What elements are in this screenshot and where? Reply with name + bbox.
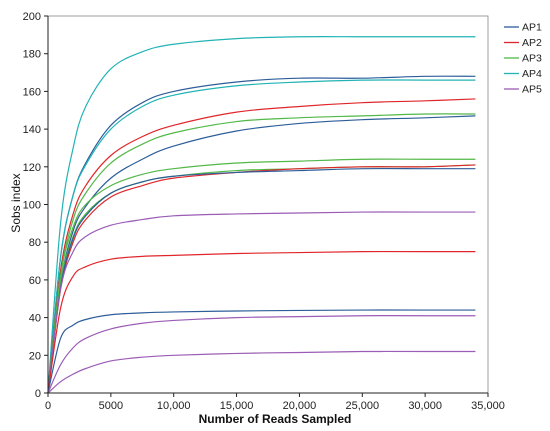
plot-frame: [47, 15, 489, 394]
x-tick-label: 25,000: [345, 400, 379, 412]
axis-ticks: 0 20 40 60 80 100 120 140 160 180 200 0 5000 10,000 15…: [23, 11, 505, 412]
y-tick-label: 160: [23, 86, 41, 98]
x-tick-label: 0: [45, 400, 51, 412]
legend-label-ap3: AP3: [522, 53, 542, 65]
series-line-ap3-8: [47, 164, 476, 394]
x-tick-label: 15,000: [220, 400, 254, 412]
y-tick-label: 80: [29, 237, 41, 249]
series-line-ap1-13: [47, 309, 476, 394]
series-line-ap3-5: [47, 113, 476, 394]
axes: [47, 16, 488, 394]
y-tick-label: 60: [29, 275, 41, 287]
series-line-ap3-7: [47, 158, 476, 394]
legend-label-ap4: AP4: [522, 68, 542, 80]
x-tick-label: 20,000: [283, 400, 317, 412]
series-line-ap5-11: [47, 211, 476, 394]
series-line-ap5-14: [47, 315, 476, 394]
x-axis-title: Number of Reads Sampled: [199, 412, 352, 426]
series-line-ap4-3: [47, 79, 476, 394]
x-tick-label: 35,000: [471, 400, 505, 412]
y-tick-label: 180: [23, 49, 41, 61]
x-tick-label: 30,000: [408, 400, 442, 412]
series-line-ap4-1: [47, 35, 476, 394]
y-axis-title: Sobs index: [9, 173, 23, 232]
legend: AP1 AP2 AP3 AP4 AP5: [504, 22, 542, 96]
y-tick-label: 20: [29, 350, 41, 362]
y-tick-label: 140: [23, 124, 41, 136]
series-line-ap2-12: [47, 250, 476, 394]
x-tick-label: 10,000: [157, 400, 191, 412]
x-tick-label: 5000: [99, 400, 123, 412]
y-tick-label: 120: [23, 162, 41, 174]
legend-label-ap5: AP5: [522, 84, 542, 96]
series-line-ap1-10: [47, 167, 476, 394]
series-lines: [47, 35, 476, 394]
series-line-ap2-4: [47, 98, 476, 394]
y-tick-label: 0: [35, 388, 41, 400]
y-tick-label: 200: [23, 11, 41, 23]
legend-label-ap2: AP2: [522, 37, 542, 49]
y-tick-label: 40: [29, 313, 41, 325]
legend-label-ap1: AP1: [522, 22, 542, 34]
series-line-ap1-6: [47, 115, 476, 394]
series-line-ap1-2: [47, 75, 476, 394]
series-line-ap2-9: [47, 164, 476, 394]
y-tick-label: 100: [23, 200, 41, 212]
series-line-ap5-15: [47, 350, 476, 394]
plot-area: [47, 15, 489, 394]
